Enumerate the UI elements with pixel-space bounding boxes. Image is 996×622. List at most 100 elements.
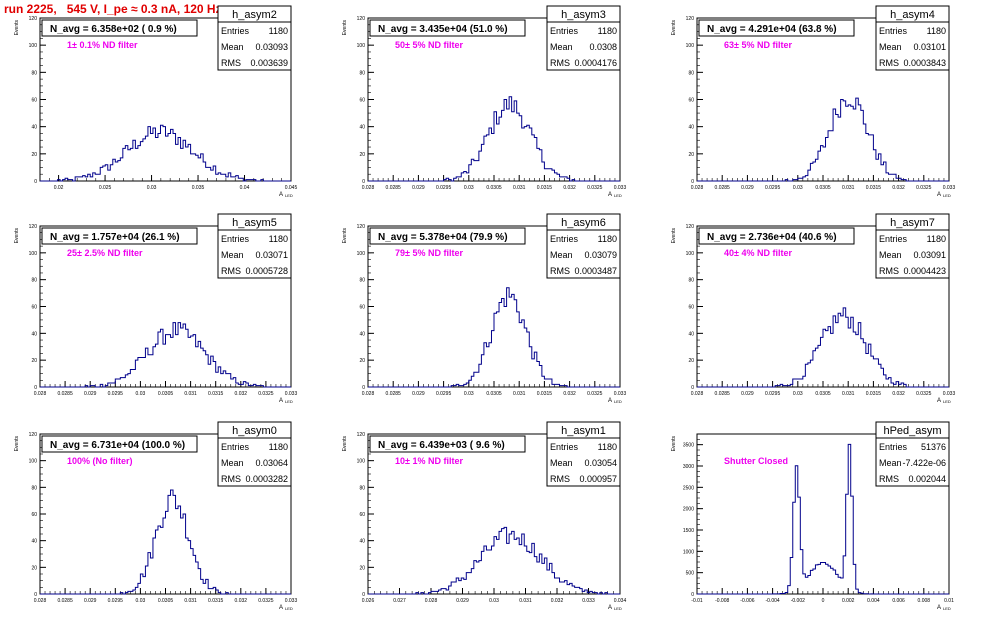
stats-value: 0.0004176 (574, 58, 617, 68)
title-box (41, 19, 198, 37)
stats-value: 0.03079 (584, 250, 617, 260)
y-tick-label: 0 (362, 592, 365, 598)
stats-value: 0.03101 (913, 42, 946, 52)
stats-label: RMS (879, 474, 899, 484)
x-tick-label: 0.02 (54, 185, 64, 191)
x-axis-label: A LED (608, 192, 622, 198)
histogram-name: h_asym2 (232, 9, 277, 21)
y-tick-label: 20 (31, 152, 37, 158)
x-tick-label: 0.033 (614, 185, 627, 191)
stats-box (217, 21, 292, 71)
y-tick-label: 20 (359, 358, 365, 364)
stats-label: Entries (221, 26, 250, 36)
x-tick-label: -0.01 (691, 598, 703, 604)
x-tick-label: 0.033 (943, 391, 956, 397)
x-tick-label: 0.0315 (537, 185, 553, 191)
y-tick-label: 80 (688, 70, 694, 76)
y-tick-label: 80 (359, 485, 365, 491)
x-tick-label: 0.03 (793, 391, 803, 397)
y-tick-label: 3500 (683, 443, 694, 449)
y-tick-label: 60 (359, 512, 365, 518)
x-tick-label: 0.0315 (208, 598, 224, 604)
x-axis-label: A LED (279, 605, 293, 611)
stats-value: 0.003639 (250, 58, 288, 68)
y-axis-label: Events (671, 20, 677, 36)
stats-box (875, 21, 950, 71)
stats-value: 1180 (927, 234, 946, 244)
y-tick-label: 40 (31, 125, 37, 131)
x-tick-label: 0.0295 (108, 598, 124, 604)
title-box (369, 19, 526, 37)
x-tick-label: 0.0325 (587, 185, 603, 191)
x-tick-label: 0.03 (489, 598, 499, 604)
stats-value: 0.0308 (589, 42, 617, 52)
histogram-series (697, 97, 949, 182)
y-tick-label: 120 (29, 432, 38, 438)
title-box (698, 19, 855, 37)
y-tick-label: 100 (29, 459, 38, 465)
y-tick-label: 60 (31, 305, 37, 311)
histogram-name: h_asym6 (561, 217, 606, 229)
y-tick-label: 100 (357, 43, 366, 49)
stats-label: Entries (879, 442, 908, 452)
y-tick-label: 120 (686, 224, 695, 230)
y-tick-label: 0 (691, 385, 694, 391)
histogram-panel-h_asym0: 0 20 40 60 80 100 120 0.028 0.0285 0.029 0.0295 0.0… (14, 421, 297, 611)
stats-label: RMS (550, 58, 570, 68)
x-tick-label: 0.031 (513, 185, 526, 191)
stats-value: 0.0004423 (903, 266, 946, 276)
histogram-panel-h_asym2: 0 20 40 60 80 100 120 0.02 0.025 0.03 0.035 0.04 0.0… (14, 5, 297, 198)
y-tick-label: 60 (688, 305, 694, 311)
y-tick-label: 0 (34, 179, 37, 185)
x-tick-label: 0.031 (842, 391, 855, 397)
stats-value: 0.03064 (255, 458, 288, 468)
x-tick-label: 0.0295 (436, 391, 452, 397)
histogram-series (368, 287, 620, 388)
x-tick-label: 0.0325 (916, 391, 932, 397)
x-tick-label: 0.0305 (486, 185, 502, 191)
y-tick-label: 60 (31, 98, 37, 104)
stats-label: Mean (550, 458, 573, 468)
x-tick-label: 0.002 (842, 598, 855, 604)
y-tick-label: 0 (362, 385, 365, 391)
histogram-series (368, 96, 620, 182)
x-tick-label: 0.029 (412, 391, 425, 397)
title-box (369, 227, 526, 245)
y-tick-label: 0 (362, 179, 365, 185)
x-tick-label: -0.002 (791, 598, 805, 604)
y-tick-label: 0 (691, 179, 694, 185)
y-tick-label: 120 (357, 224, 366, 230)
stats-value: 0.0003487 (574, 266, 617, 276)
stats-label: Mean (221, 250, 244, 260)
stats-label: RMS (221, 474, 241, 484)
stats-box (217, 229, 292, 279)
stats-label: Mean (221, 42, 244, 52)
histogram-name: hPed_asym (883, 425, 941, 437)
stats-label: Entries (550, 442, 579, 452)
histogram-series (697, 307, 949, 388)
stats-label: RMS (879, 266, 899, 276)
x-tick-label: 0.03 (464, 185, 474, 191)
stats-label: Mean (879, 458, 902, 468)
y-axis-label: Events (14, 20, 20, 36)
stats-label: RMS (550, 474, 570, 484)
stats-value: -7.422e-06 (902, 458, 946, 468)
x-tick-label: 0.0305 (158, 391, 174, 397)
y-tick-label: 100 (357, 459, 366, 465)
histogram-name: h_asym1 (561, 425, 606, 437)
stats-label: Entries (550, 234, 579, 244)
stats-value: 1180 (269, 442, 288, 452)
y-tick-label: 2500 (683, 485, 694, 491)
y-tick-label: 40 (688, 125, 694, 131)
y-tick-label: 60 (359, 305, 365, 311)
x-tick-label: 0.0325 (916, 185, 932, 191)
stats-value: 0.03071 (255, 250, 288, 260)
x-tick-label: -0.006 (740, 598, 754, 604)
stats-value: 0.0003843 (903, 58, 946, 68)
stats-label: RMS (879, 58, 899, 68)
y-axis-label: Events (671, 436, 677, 452)
x-axis-label: A LED (279, 398, 293, 404)
x-tick-label: 0.03 (793, 185, 803, 191)
y-tick-label: 100 (686, 43, 695, 49)
x-tick-label: 0.028 (362, 391, 375, 397)
